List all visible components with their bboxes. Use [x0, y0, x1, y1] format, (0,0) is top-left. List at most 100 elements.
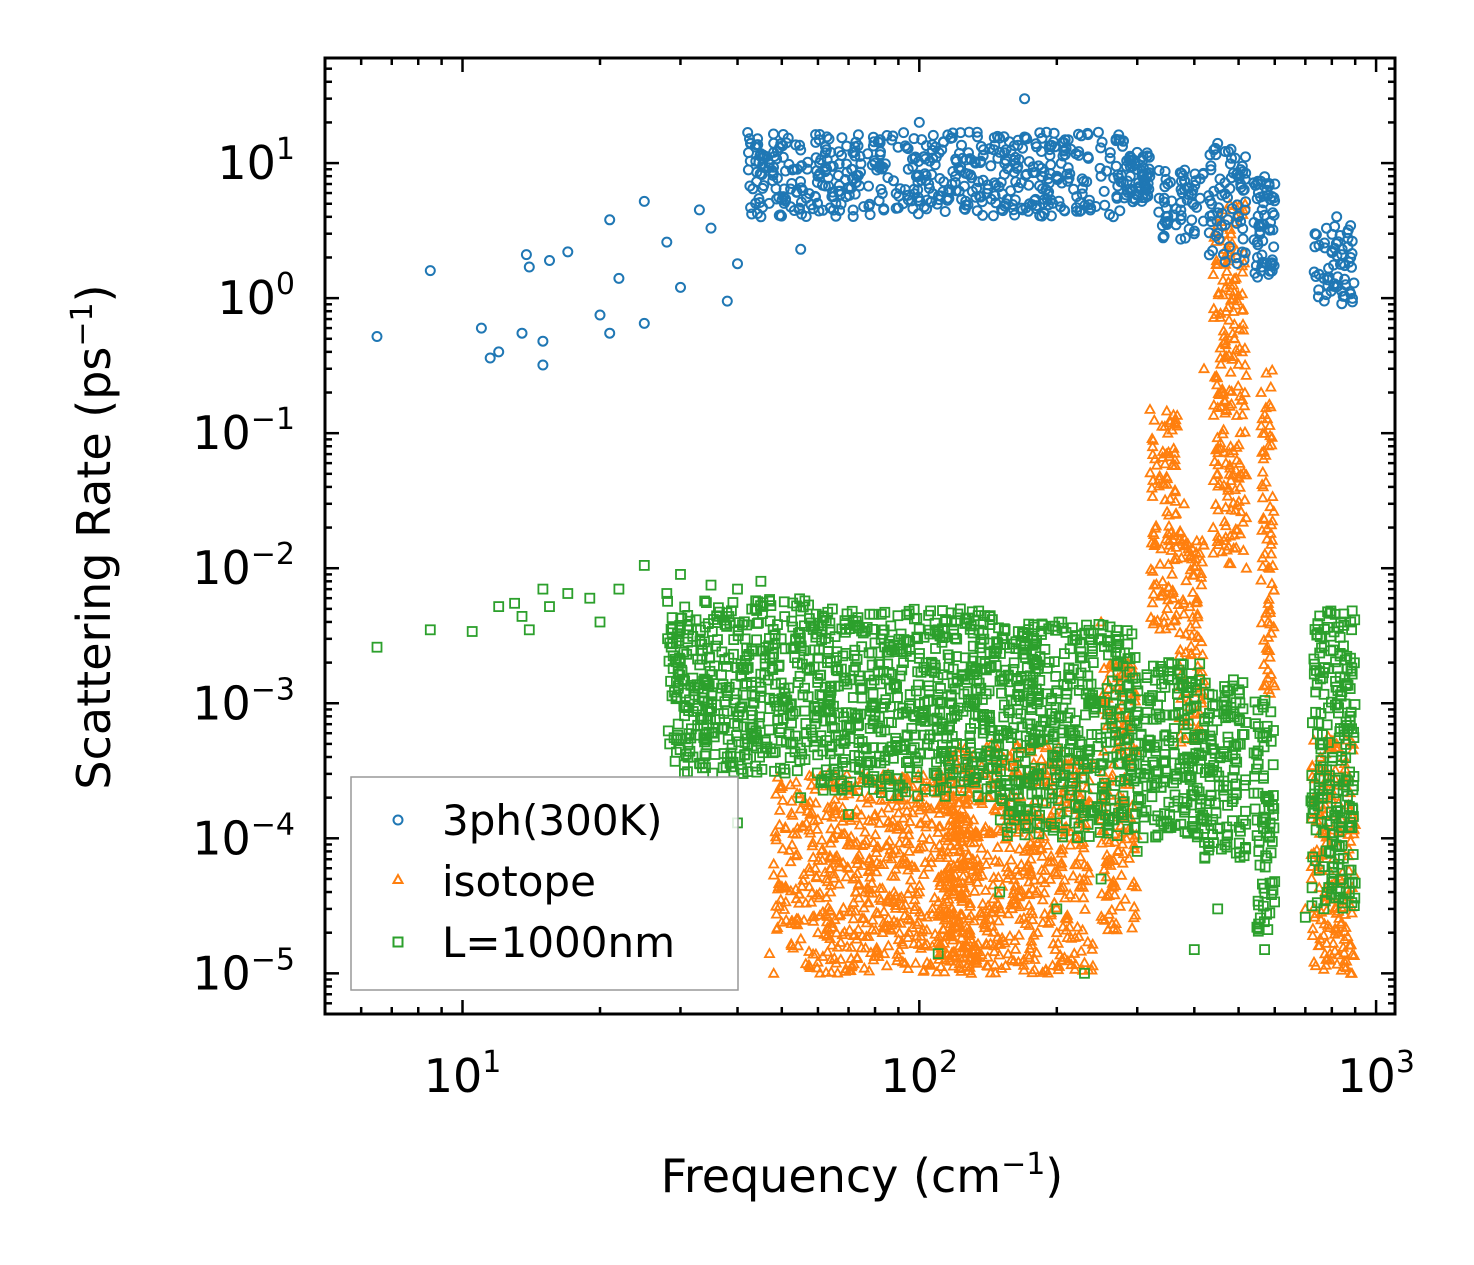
- data-point: [1028, 873, 1041, 885]
- data-point: [1083, 866, 1096, 878]
- data-point: [890, 681, 902, 692]
- data-point: [958, 854, 971, 865]
- data-point: [791, 821, 804, 833]
- data-point: [1040, 183, 1052, 195]
- data-point: [997, 205, 1009, 217]
- data-point: [1003, 841, 1017, 852]
- data-point: [811, 813, 824, 824]
- data-point: [1322, 606, 1333, 618]
- data-point: [856, 692, 868, 704]
- data-point: [1114, 205, 1126, 217]
- data-point: [1330, 656, 1341, 668]
- data-point: [893, 639, 904, 651]
- data-point: [1008, 760, 1019, 772]
- data-point: [1002, 163, 1014, 175]
- data-point: [836, 814, 849, 826]
- data-point: [1094, 827, 1106, 838]
- data-point: [1233, 457, 1246, 468]
- data-point: [1007, 954, 1020, 966]
- data-point: [1315, 673, 1326, 685]
- data-point: [1085, 202, 1097, 214]
- data-point: [1175, 233, 1187, 245]
- data-point: [828, 799, 841, 811]
- data-point: [1019, 810, 1030, 822]
- data-point: [1334, 632, 1346, 643]
- data-point: [833, 744, 845, 756]
- data-point: [1031, 817, 1043, 829]
- data-point: [939, 206, 951, 217]
- data-point: [841, 678, 853, 690]
- data-point: [926, 902, 939, 913]
- data-point: [836, 132, 848, 144]
- data-point: [984, 966, 997, 978]
- data-point: [1214, 436, 1227, 448]
- data-point: [882, 771, 894, 783]
- data-point: [1068, 183, 1080, 195]
- data-point: [845, 722, 856, 734]
- data-point: [877, 916, 890, 928]
- data-point: [952, 676, 963, 687]
- data-point: [683, 728, 695, 739]
- data-point: [926, 907, 939, 919]
- data-point: [1057, 150, 1069, 162]
- data-point: [1344, 834, 1357, 846]
- data-point: [985, 905, 998, 917]
- data-point: [1213, 233, 1225, 245]
- data-point: [1055, 157, 1067, 169]
- data-point: [1099, 697, 1111, 708]
- data-point: [897, 827, 910, 839]
- data-point: [704, 651, 715, 663]
- data-point: [1323, 702, 1334, 714]
- data-point: [672, 718, 684, 730]
- data-point: [741, 678, 752, 689]
- data-point: [858, 961, 871, 973]
- data-point: [1038, 876, 1051, 888]
- data-point: [965, 154, 977, 166]
- data-point: [1212, 458, 1225, 470]
- data-point: [1088, 706, 1100, 718]
- data-point: [1129, 652, 1141, 663]
- data-point: [1224, 365, 1237, 377]
- data-point: [1148, 660, 1159, 672]
- data-point: [1043, 623, 1055, 635]
- data-point: [904, 689, 916, 700]
- data-point: [1199, 742, 1211, 754]
- data-point: [778, 903, 791, 914]
- data-point: [1146, 596, 1159, 608]
- data-point: [1332, 905, 1345, 916]
- data-point: [771, 921, 784, 932]
- data-point: [951, 787, 964, 799]
- data-point: [662, 595, 673, 607]
- data-point: [1205, 819, 1217, 831]
- data-point: [1125, 658, 1139, 670]
- data-point: [1232, 471, 1246, 483]
- data-point: [679, 759, 690, 771]
- data-point: [1064, 888, 1077, 899]
- data-point: [904, 873, 917, 885]
- data-point: [1035, 863, 1048, 875]
- data-point: [835, 775, 847, 787]
- data-point: [820, 809, 833, 821]
- data-point: [1305, 860, 1318, 871]
- data-point: [852, 891, 865, 903]
- data-point: [977, 174, 989, 186]
- data-point: [1115, 868, 1128, 880]
- data-point: [972, 131, 983, 143]
- data-point: [1137, 161, 1149, 173]
- data-point: [975, 841, 988, 853]
- data-point: [1038, 715, 1049, 727]
- data-point: [1195, 578, 1208, 590]
- data-point: [897, 856, 910, 867]
- data-point: [848, 928, 861, 939]
- data-point: [1129, 821, 1141, 833]
- data-point: [1166, 586, 1179, 597]
- data-point: [1174, 524, 1187, 536]
- data-point: [967, 655, 979, 667]
- data-point: [867, 140, 879, 152]
- data-point: [935, 683, 946, 694]
- data-point: [794, 139, 806, 151]
- data-point: [1161, 477, 1174, 489]
- data-point: [1111, 192, 1123, 204]
- data-point: [1086, 729, 1098, 740]
- data-point: [1161, 426, 1174, 438]
